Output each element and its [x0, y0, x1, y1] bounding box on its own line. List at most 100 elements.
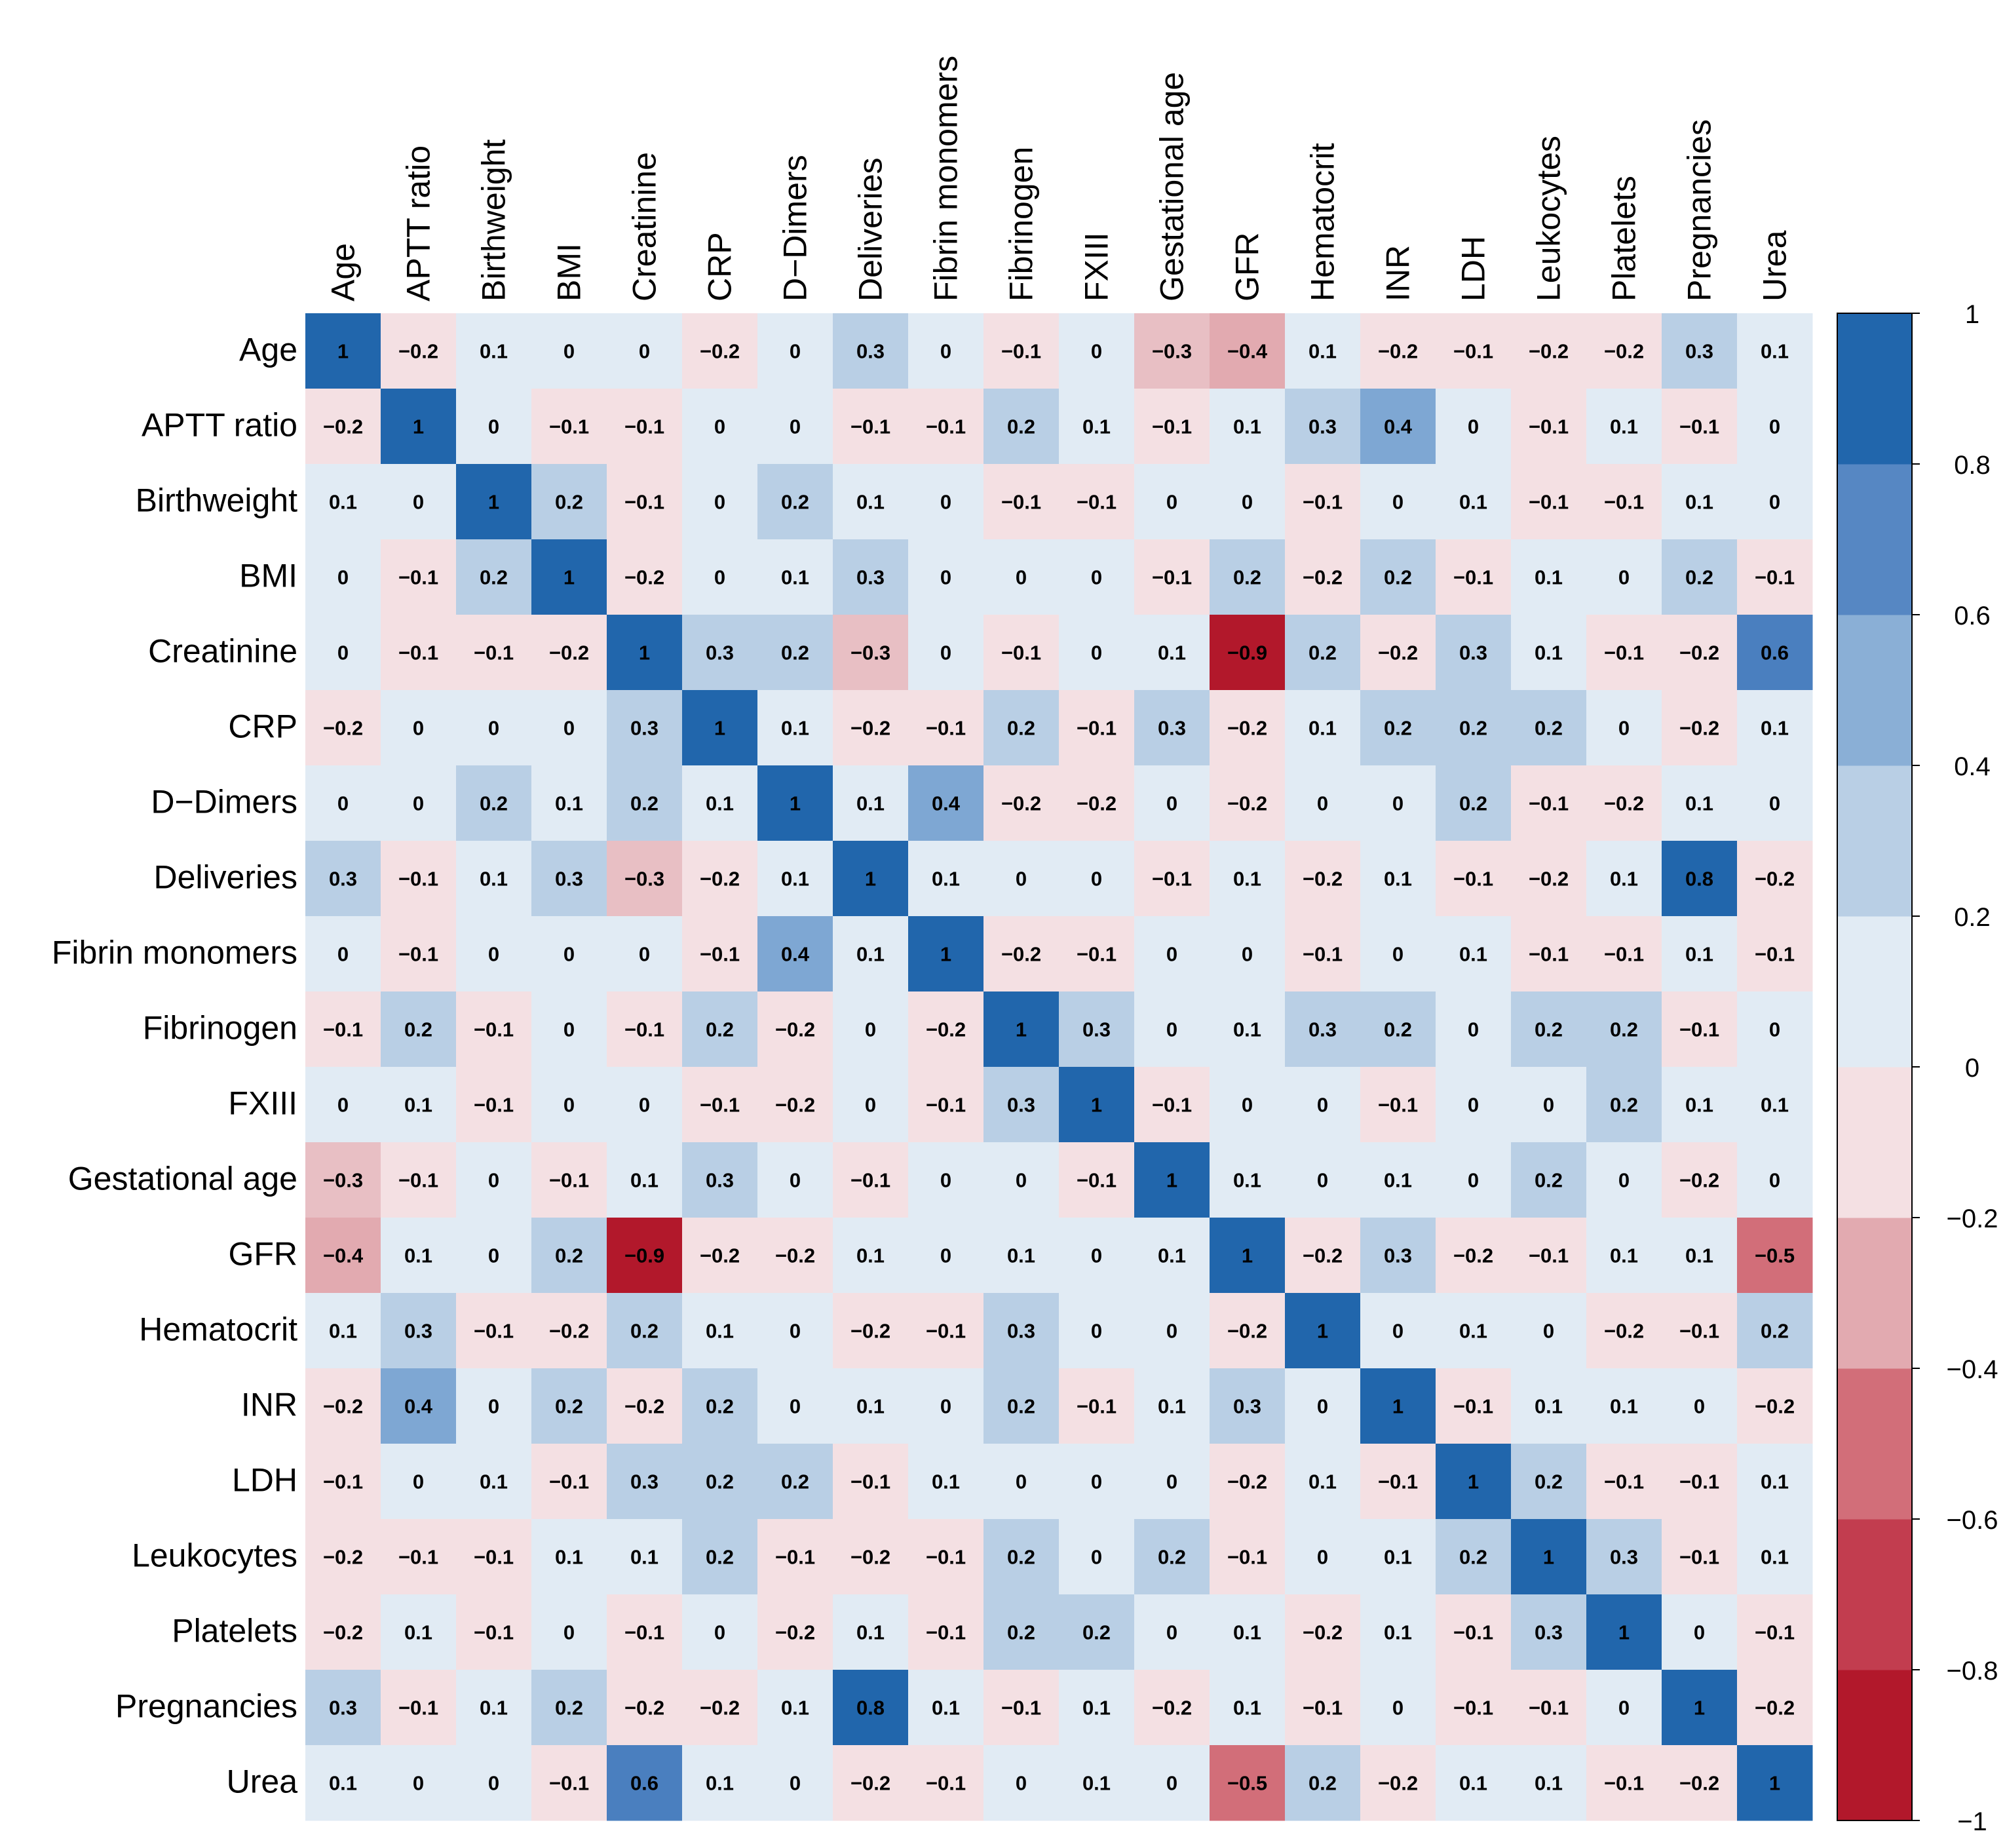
- heatmap-cell: [1360, 1218, 1436, 1294]
- heatmap-cell: [1436, 1594, 1512, 1670]
- heatmap-cell: [456, 1142, 532, 1218]
- cell-value-label: 0: [1769, 491, 1780, 514]
- heatmap-cell: [983, 389, 1060, 465]
- cell-value-label: 0.2: [1610, 1018, 1638, 1041]
- heatmap-cell: [1737, 1142, 1813, 1218]
- heatmap-cell: [682, 464, 758, 540]
- cell-value-label: −0.1: [926, 1094, 966, 1117]
- column-label-deliveries: Deliveries: [852, 157, 889, 301]
- cell-value-label: 0.1: [1761, 717, 1789, 740]
- colorbar-tick-label: −0.6: [1947, 1506, 1998, 1535]
- heatmap-cell: [908, 1594, 984, 1670]
- heatmap-cell: [1586, 615, 1662, 691]
- cell-value-label: 0.2: [1007, 415, 1035, 438]
- cell-value-label: 0: [563, 1621, 575, 1644]
- cell-value-label: 0.1: [1761, 340, 1789, 363]
- heatmap-cell: [381, 841, 457, 917]
- heatmap-cell: [833, 1218, 909, 1294]
- heatmap-cell: [833, 991, 909, 1068]
- cell-value-labels: 1 −0.2 0.1 0 0 −0.2 0 0.3 0 −0.1 0 −0.3 −0.4 0.1 −0.2 −…: [323, 340, 1795, 1795]
- cell-value-label: 0.2: [1459, 1546, 1487, 1569]
- column-label-d-dimers: D−Dimers: [777, 155, 814, 301]
- heatmap-cell: [1210, 841, 1286, 917]
- heatmap-cell: [1210, 1142, 1286, 1218]
- cell-value-label: −0.2: [398, 340, 438, 363]
- cell-value-label: 0: [714, 566, 725, 589]
- cell-value-label: 0: [413, 717, 424, 740]
- heatmap-cell: [1662, 1218, 1738, 1294]
- cell-value-label: 0: [790, 340, 801, 363]
- cell-value-label: −0.3: [624, 868, 664, 891]
- heatmap-cell: [1436, 1067, 1512, 1143]
- heatmap-cell: [607, 690, 683, 766]
- heatmap-cell: [381, 313, 457, 389]
- colorbar-bin: [1837, 916, 1912, 1068]
- colorbar-bin: [1837, 1368, 1912, 1520]
- cell-value-label: −0.1: [1077, 1169, 1117, 1192]
- cell-value-label: 0.2: [1007, 1395, 1035, 1418]
- heatmap-cell: [1586, 1745, 1662, 1821]
- cell-value-label: −0.1: [398, 1697, 438, 1720]
- cell-value-label: −0.2: [850, 717, 890, 740]
- cell-value-label: 0.1: [1308, 1471, 1337, 1493]
- cell-value-label: 0: [1166, 1772, 1177, 1795]
- cell-value-label: −0.2: [1529, 340, 1569, 363]
- cell-value-label: 1: [1769, 1772, 1780, 1795]
- row-label-ldh: LDH: [232, 1462, 297, 1499]
- cell-value-label: 0.1: [630, 1546, 659, 1569]
- cell-value-label: 0.1: [1535, 1772, 1563, 1795]
- cell-value-label: 0.1: [480, 1471, 508, 1493]
- heatmap-cell: [833, 313, 909, 389]
- heatmap-cell: [1511, 690, 1587, 766]
- heatmap-cell: [456, 1444, 532, 1520]
- colorbar-bin: [1837, 464, 1912, 615]
- cell-value-label: 0: [1242, 943, 1253, 966]
- cell-value-label: −0.1: [1529, 792, 1569, 815]
- cell-value-label: −0.1: [1604, 1772, 1644, 1795]
- heatmap-cell: [1436, 313, 1512, 389]
- cell-value-label: 0.2: [404, 1018, 432, 1041]
- column-label-platelets: Platelets: [1606, 176, 1643, 301]
- heatmap-cell: [1662, 1594, 1738, 1670]
- heatmap-cell: [908, 916, 984, 992]
- cell-value-label: −0.1: [850, 1471, 890, 1493]
- heatmap-cell: [1285, 1444, 1361, 1520]
- cell-value-label: 0.2: [1007, 717, 1035, 740]
- heatmap-cell: [833, 1594, 909, 1670]
- cell-value-label: 0.2: [1535, 1169, 1563, 1192]
- heatmap-cell: [1285, 1594, 1361, 1670]
- cell-value-label: −0.1: [926, 1320, 966, 1343]
- heatmap-cell: [983, 1368, 1060, 1444]
- heatmap-cell: [1360, 1745, 1436, 1821]
- cell-value-label: 0.1: [1158, 642, 1186, 664]
- heatmap-cell: [1360, 1670, 1436, 1746]
- heatmap-cell: [305, 1368, 381, 1444]
- row-label-fxiii: FXIII: [228, 1085, 297, 1122]
- heatmap-cell: [757, 1519, 833, 1595]
- heatmap-cell: [607, 916, 683, 992]
- heatmap-cell: [1436, 464, 1512, 540]
- heatmap-cell: [833, 1444, 909, 1520]
- row-label-bmi: BMI: [239, 558, 297, 594]
- heatmap-cell: [1059, 1594, 1135, 1670]
- row-label-fibrinogen: Fibrinogen: [143, 1010, 297, 1047]
- row-label-inr: INR: [241, 1387, 297, 1423]
- heatmap-cell: [1511, 1067, 1587, 1143]
- cell-value-label: 0.3: [706, 1169, 734, 1192]
- cell-value-label: 0: [1769, 792, 1780, 815]
- heatmap-cell: [607, 991, 683, 1068]
- heatmap-cell: [833, 464, 909, 540]
- heatmap-cell: [1436, 690, 1512, 766]
- cell-value-label: −0.1: [398, 566, 438, 589]
- cell-value-label: 0.1: [1685, 1094, 1713, 1117]
- heatmap-cell: [757, 464, 833, 540]
- heatmap-cell: [1059, 991, 1135, 1068]
- cell-value-label: 0: [1769, 415, 1780, 438]
- heatmap-cell: [1662, 1444, 1738, 1520]
- colorbar-bin: [1837, 1670, 1912, 1821]
- heatmap-cell: [1586, 313, 1662, 389]
- heatmap-cell: [1059, 539, 1135, 615]
- cell-value-label: −0.2: [323, 717, 363, 740]
- heatmap-cell: [983, 916, 1060, 992]
- cell-value-label: 0: [1016, 1169, 1027, 1192]
